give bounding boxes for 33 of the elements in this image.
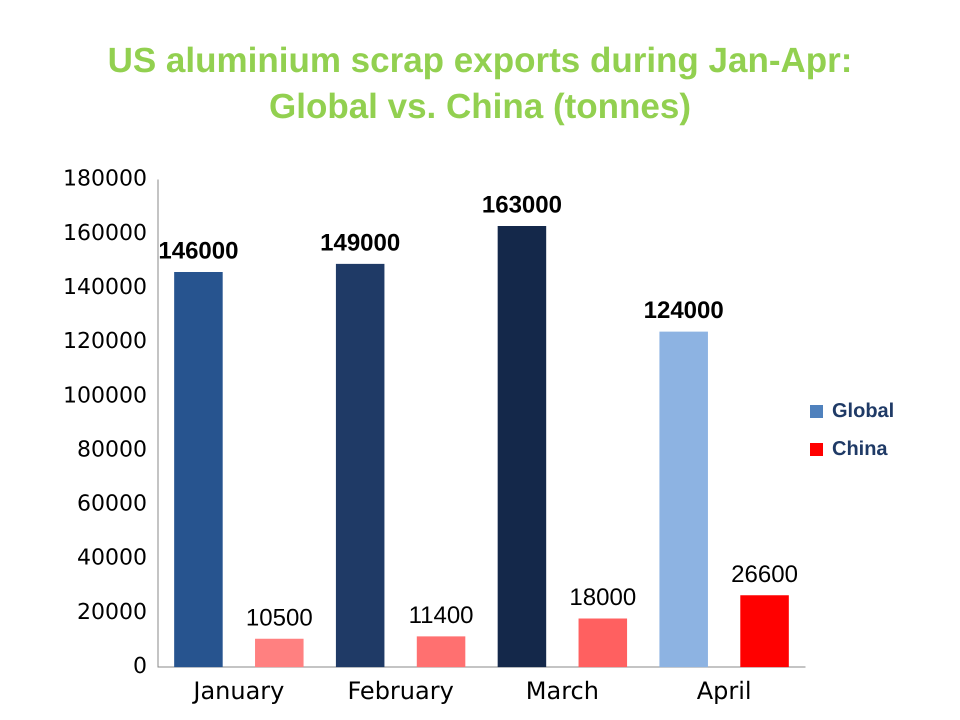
legend-label: China	[832, 438, 888, 460]
y-tick-label: 40000	[76, 546, 147, 571]
chart-title: US aluminium scrap exports during Jan-Apr: Global vs. China (tonnes)	[106, 40, 854, 128]
bar	[336, 264, 384, 668]
x-tick-label: April	[696, 676, 752, 705]
bar	[659, 332, 708, 668]
data-label: 149000	[320, 230, 400, 257]
data-label: 18000	[569, 584, 636, 612]
bar	[255, 638, 304, 668]
bar	[416, 636, 466, 668]
bar	[174, 272, 223, 668]
data-label: 124000	[644, 297, 724, 324]
data-label: 10500	[246, 604, 313, 632]
data-label: 163000	[482, 192, 562, 219]
data-label: 11400	[408, 602, 474, 629]
y-tick-label: 120000	[63, 329, 147, 354]
bar	[578, 618, 628, 668]
bar	[740, 595, 789, 668]
y-tick-label: 60000	[76, 492, 147, 517]
x-tick-label: February	[347, 676, 454, 705]
y-tick-label: 140000	[63, 274, 147, 300]
y-tick-label: 100000	[63, 383, 147, 408]
data-label: 26600	[731, 560, 798, 588]
data-label: 146000	[158, 238, 238, 265]
bar	[498, 226, 546, 668]
x-tick-label: March	[526, 676, 599, 705]
y-tick-label: 0	[132, 654, 147, 679]
y-tick-label: 160000	[63, 220, 147, 246]
x-tick-label: January	[191, 676, 284, 705]
y-tick-label: 180000	[63, 166, 147, 192]
y-tick-label: 20000	[76, 600, 147, 625]
text: Global	[832, 400, 894, 422]
y-tick-label: 80000	[76, 437, 147, 462]
